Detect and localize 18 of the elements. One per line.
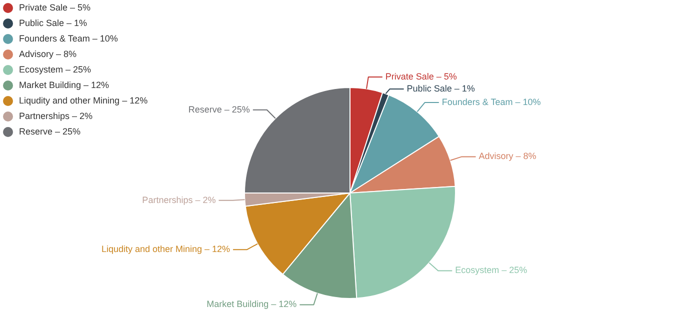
legend-label: Ecosystem – 25% bbox=[19, 64, 92, 74]
legend-label: Partnerships – 2% bbox=[19, 110, 93, 121]
slice-label: Public Sale – 1% bbox=[406, 83, 475, 94]
slice-label: Market Building – 12% bbox=[206, 299, 297, 310]
slice-label: Reserve – 25% bbox=[188, 104, 250, 114]
slice-label: Founders & Team – 10% bbox=[442, 96, 541, 107]
legend-label: Public Sale – 1% bbox=[19, 18, 88, 28]
slice-label: Advisory – 8% bbox=[478, 151, 536, 162]
legend-label: Liqudity and other Mining – 12% bbox=[19, 95, 148, 106]
slice-label: Partnerships – 2% bbox=[142, 194, 216, 205]
legend-label: Market Building – 12% bbox=[19, 80, 110, 90]
legend-label: Reserve – 25% bbox=[19, 126, 81, 136]
legend-label: Private Sale – 5% bbox=[19, 2, 91, 12]
slice-label: Liqudity and other Mining – 12% bbox=[101, 244, 230, 254]
slice-label: Ecosystem – 25% bbox=[455, 265, 528, 276]
slice-label: Private Sale – 5% bbox=[385, 71, 457, 82]
legend-label: Founders & Team – 10% bbox=[19, 33, 118, 44]
legend-label: Advisory – 8% bbox=[19, 48, 77, 59]
